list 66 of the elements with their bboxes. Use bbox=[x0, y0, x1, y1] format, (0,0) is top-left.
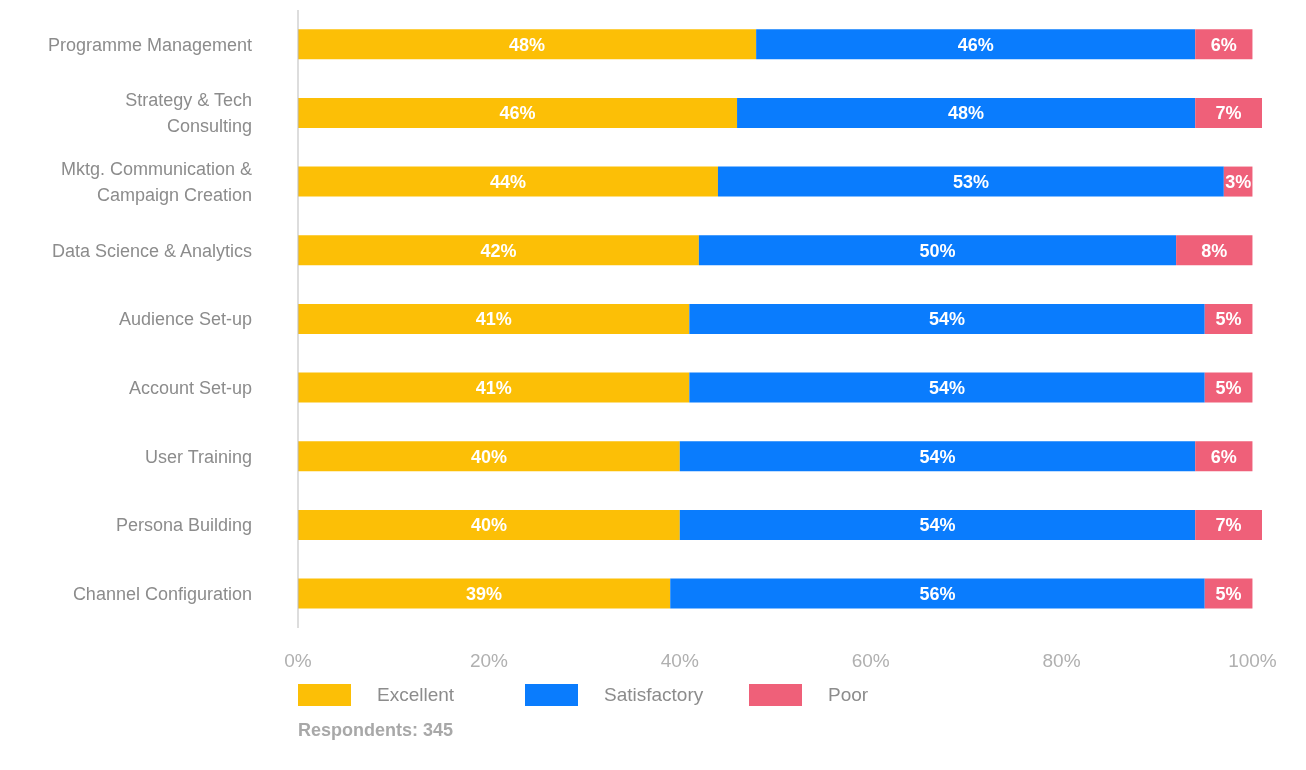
data-label: 41% bbox=[475, 309, 512, 330]
bar bbox=[717, 166, 1224, 197]
bar bbox=[1195, 509, 1262, 540]
y-tick-label: Mktg. Communication & Campaign Creation bbox=[60, 158, 252, 205]
x-tick-label: 40% bbox=[660, 650, 699, 672]
data-label: 7% bbox=[1215, 103, 1242, 124]
bar bbox=[298, 372, 690, 403]
data-label: 54% bbox=[929, 377, 966, 398]
bar bbox=[670, 578, 1205, 609]
data-label: 40% bbox=[470, 446, 507, 467]
data-label: 7% bbox=[1215, 515, 1242, 536]
y-tick-label: Data Science & Analytics bbox=[51, 240, 252, 261]
data-label: 48% bbox=[509, 34, 546, 55]
y-tick-label: Audience Set-up bbox=[118, 309, 252, 330]
data-label: 8% bbox=[1201, 240, 1228, 261]
data-label: 40% bbox=[470, 515, 507, 536]
legend-label: Excellent bbox=[377, 684, 455, 706]
legend-label: Poor bbox=[828, 684, 869, 706]
y-tick-label: Programme Management bbox=[47, 34, 252, 55]
data-label: 5% bbox=[1215, 309, 1242, 330]
y-tick-label: Strategy & Tech Consulting bbox=[125, 90, 252, 137]
bar bbox=[679, 509, 1196, 540]
data-label: 54% bbox=[929, 309, 966, 330]
data-label: 6% bbox=[1210, 446, 1237, 467]
bar bbox=[298, 509, 680, 540]
bar bbox=[298, 303, 690, 334]
y-tick-label: Persona Building bbox=[115, 515, 252, 536]
data-label: 5% bbox=[1215, 583, 1242, 604]
data-label: 39% bbox=[466, 583, 503, 604]
data-label: 46% bbox=[499, 103, 536, 124]
data-label: 54% bbox=[919, 446, 956, 467]
x-tick-label: 80% bbox=[1042, 650, 1081, 672]
y-tick-label: Account Set-up bbox=[128, 377, 252, 398]
data-label: 53% bbox=[952, 171, 989, 192]
bar bbox=[1195, 97, 1262, 128]
bar bbox=[679, 441, 1196, 472]
data-label: 46% bbox=[957, 34, 994, 55]
bar bbox=[737, 97, 1196, 128]
y-tick-label: User Training bbox=[144, 446, 252, 467]
data-label: 5% bbox=[1215, 377, 1242, 398]
bar bbox=[298, 166, 718, 197]
x-tick-label: 0% bbox=[284, 650, 312, 672]
data-label: 48% bbox=[948, 103, 985, 124]
bar bbox=[298, 578, 671, 609]
data-label: 41% bbox=[475, 377, 512, 398]
x-tick-label: 60% bbox=[851, 650, 890, 672]
x-tick-label: 100% bbox=[1228, 650, 1277, 672]
data-label: 54% bbox=[919, 515, 956, 536]
data-label: 50% bbox=[919, 240, 956, 261]
legend-label: Satisfactory bbox=[604, 684, 704, 706]
data-label: 56% bbox=[919, 583, 956, 604]
bar bbox=[698, 235, 1177, 266]
data-label: 42% bbox=[480, 240, 517, 261]
data-label: 44% bbox=[489, 171, 526, 192]
bar bbox=[298, 235, 699, 266]
text: Respondents: 345 bbox=[298, 720, 455, 741]
x-tick-label: 20% bbox=[469, 650, 509, 672]
y-tick-label: Channel Configuration bbox=[72, 583, 252, 604]
bar bbox=[689, 372, 1205, 403]
bar bbox=[298, 441, 680, 472]
bar bbox=[689, 303, 1205, 334]
bar bbox=[298, 97, 738, 128]
data-label: 3% bbox=[1225, 171, 1252, 192]
bar bbox=[298, 29, 757, 60]
data-label: 6% bbox=[1210, 34, 1237, 55]
bar bbox=[756, 29, 1196, 60]
